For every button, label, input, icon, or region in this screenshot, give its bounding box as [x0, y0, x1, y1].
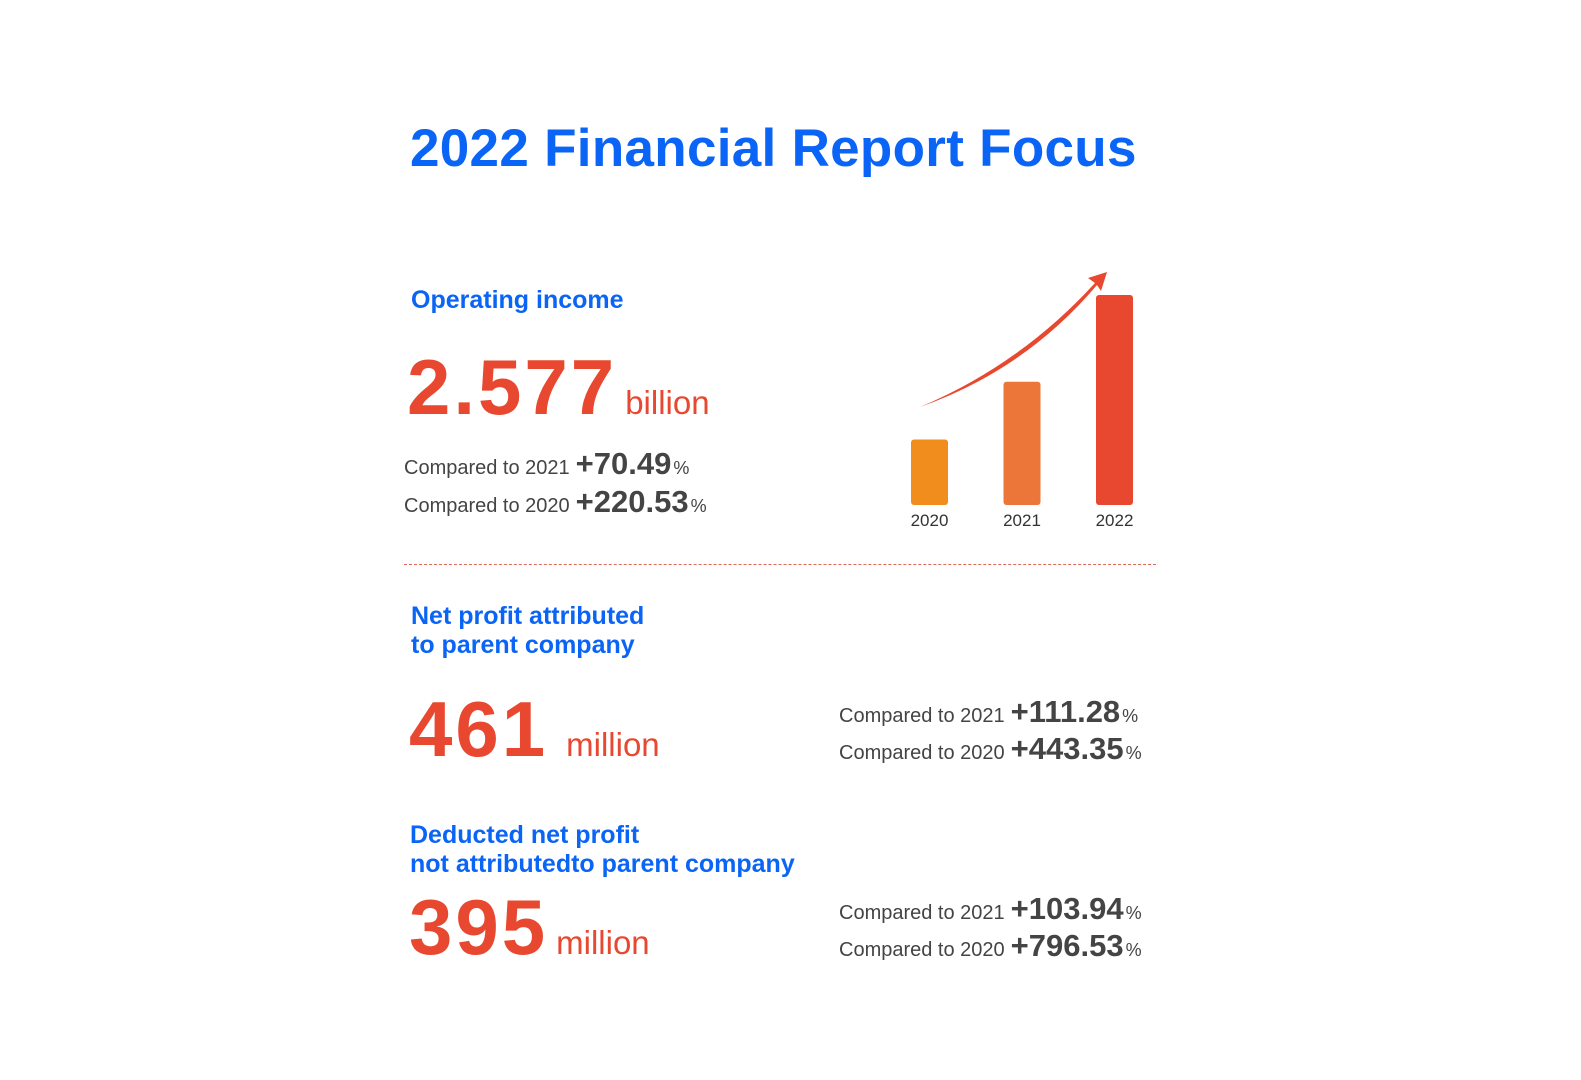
page-title: 2022 Financial Report Focus	[410, 119, 1137, 178]
deducted-net-profit-heading: Deducted net profit not attributedto par…	[410, 821, 795, 879]
deducted-net-profit-value: 395 million	[409, 888, 650, 966]
x-tick-label: 2022	[1096, 511, 1134, 530]
comparison-label: Compared to 2020	[839, 939, 1005, 961]
section-divider	[404, 564, 1156, 565]
comparison-row: Compared to 2020 +220.53%	[404, 484, 707, 520]
value-number: 461	[409, 685, 549, 773]
value-unit: million	[566, 726, 660, 763]
comparison-value: +443.35	[1010, 731, 1124, 766]
comparison-value: +111.28	[1010, 694, 1121, 729]
comparison-label: Compared to 2020	[839, 742, 1005, 764]
value-number: 2.577	[407, 343, 618, 431]
comparison-value: +220.53	[575, 484, 689, 519]
comparison-value: +103.94	[1010, 891, 1124, 926]
bar-2022	[1096, 295, 1133, 505]
comparison-value: +796.53	[1010, 928, 1124, 963]
value-unit: million	[556, 924, 650, 961]
percent-sign: %	[1122, 706, 1139, 726]
heading-line: Operating income	[411, 286, 624, 314]
comparison-value: +70.49	[575, 446, 672, 481]
heading-line: Deducted net profit	[410, 821, 640, 849]
comparison-row: Compared to 2020 +796.53%	[839, 928, 1142, 964]
bar-2021	[1003, 381, 1041, 505]
heading-line: not attributedto parent company	[410, 850, 795, 878]
percent-sign: %	[1125, 743, 1142, 763]
net-profit-value: 461 million	[409, 690, 660, 768]
heading-line: to parent company	[411, 631, 635, 659]
comparison-row: Compared to 2021 +70.49%	[404, 446, 689, 482]
heading-line: Net profit attributed	[411, 602, 645, 630]
comparison-label: Compared to 2021	[839, 705, 1005, 727]
percent-sign: %	[690, 496, 707, 516]
comparison-row: Compared to 2021 +103.94%	[839, 891, 1142, 927]
x-tick-label: 2020	[911, 511, 949, 530]
bar-2020	[911, 439, 948, 505]
operating-income-heading: Operating income	[411, 286, 624, 315]
comparison-label: Compared to 2020	[404, 495, 570, 517]
value-number: 395	[409, 883, 549, 971]
percent-sign: %	[1125, 940, 1142, 960]
comparison-label: Compared to 2021	[404, 457, 570, 479]
comparison-row: Compared to 2020 +443.35%	[839, 731, 1142, 767]
comparison-label: Compared to 2021	[839, 902, 1005, 924]
operating-income-value: 2.577 billion	[407, 348, 710, 426]
net-profit-heading: Net profit attributed to parent company	[411, 602, 644, 660]
x-tick-label: 2021	[1003, 511, 1041, 530]
percent-sign: %	[673, 458, 690, 478]
value-unit: billion	[625, 384, 710, 421]
comparison-row: Compared to 2021 +111.28%	[839, 694, 1138, 730]
percent-sign: %	[1125, 903, 1142, 923]
